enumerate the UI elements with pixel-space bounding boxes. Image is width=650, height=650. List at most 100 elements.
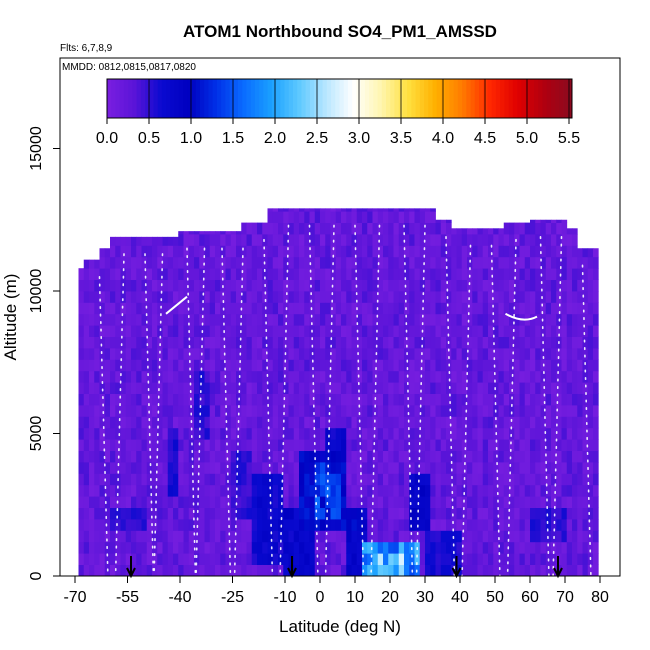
heat-cell bbox=[498, 507, 505, 520]
heat-cell bbox=[503, 336, 510, 349]
heat-cell bbox=[524, 234, 531, 246]
heat-cell bbox=[293, 405, 300, 417]
heat-cell bbox=[246, 245, 253, 258]
heat-cell bbox=[430, 211, 436, 223]
heat-cell bbox=[383, 208, 389, 212]
heat-cell bbox=[104, 291, 111, 303]
heat-cell bbox=[236, 496, 242, 508]
heat-cell bbox=[157, 427, 163, 440]
heat-cell bbox=[545, 268, 552, 280]
heat-cell bbox=[572, 553, 578, 565]
heat-cell bbox=[404, 208, 410, 212]
heat-cell bbox=[188, 231, 195, 235]
heat-cell bbox=[535, 256, 541, 269]
heat-cell bbox=[209, 382, 216, 394]
heat-cell bbox=[572, 507, 578, 520]
heat-cell bbox=[388, 382, 394, 394]
heat-cell bbox=[377, 208, 384, 212]
heat-cell bbox=[320, 336, 326, 349]
heat-cell bbox=[467, 496, 473, 508]
heat-cell bbox=[362, 245, 368, 258]
heat-cell bbox=[246, 325, 253, 337]
heat-cell bbox=[566, 564, 573, 576]
heat-cell bbox=[435, 450, 442, 463]
heat-cell bbox=[556, 541, 562, 554]
heat-cell bbox=[587, 439, 594, 451]
heat-cell bbox=[472, 348, 478, 360]
heat-cell bbox=[388, 256, 394, 269]
heat-cell bbox=[330, 291, 337, 303]
colorbar-segment bbox=[373, 79, 378, 118]
heat-cell bbox=[173, 530, 179, 543]
heat-cell bbox=[267, 291, 274, 303]
heat-cell bbox=[467, 256, 473, 269]
heat-cell bbox=[577, 393, 583, 406]
heat-cell bbox=[430, 450, 436, 463]
heat-cell bbox=[110, 462, 116, 474]
heat-cell bbox=[157, 416, 163, 429]
heat-cell bbox=[115, 256, 121, 269]
heat-cell bbox=[509, 359, 515, 372]
heat-cell bbox=[477, 439, 484, 451]
heat-cell bbox=[178, 427, 184, 440]
heat-cell bbox=[251, 462, 258, 474]
heat-cell bbox=[435, 416, 442, 429]
heat-cell bbox=[425, 208, 431, 212]
heat-cell bbox=[199, 279, 205, 292]
heat-cell bbox=[283, 359, 289, 372]
heat-cell bbox=[230, 553, 237, 565]
heat-cell bbox=[167, 245, 174, 258]
heat-cell bbox=[372, 359, 379, 372]
heat-cell bbox=[524, 564, 531, 576]
heat-cell bbox=[461, 325, 468, 337]
heat-cell bbox=[530, 313, 536, 326]
heat-cell bbox=[398, 382, 405, 394]
heat-cell bbox=[493, 228, 499, 235]
heat-cell bbox=[440, 222, 447, 235]
heat-cell bbox=[314, 268, 321, 280]
heat-cell bbox=[304, 473, 310, 486]
heat-cell bbox=[593, 405, 599, 417]
heat-cell bbox=[430, 427, 436, 440]
heat-cell bbox=[209, 553, 216, 565]
heat-cell bbox=[251, 564, 258, 576]
heat-cell bbox=[120, 541, 127, 554]
heat-cell bbox=[131, 507, 137, 520]
heat-cell bbox=[204, 393, 211, 406]
heat-cell bbox=[199, 382, 205, 394]
heat-cell bbox=[398, 302, 405, 315]
heat-cell bbox=[566, 359, 573, 372]
heat-cell bbox=[477, 484, 484, 497]
heat-cell bbox=[425, 382, 431, 394]
heat-cell bbox=[330, 336, 337, 349]
heat-cell bbox=[514, 279, 520, 292]
heat-cell bbox=[183, 325, 190, 337]
heat-cell bbox=[582, 348, 589, 360]
heat-cell bbox=[246, 519, 253, 531]
heat-cell bbox=[346, 393, 352, 406]
heat-cell bbox=[509, 256, 515, 269]
heat-cell bbox=[131, 530, 137, 543]
heat-cell bbox=[225, 507, 232, 520]
heat-cell bbox=[167, 507, 174, 520]
heat-cell bbox=[377, 439, 384, 451]
heat-cell bbox=[236, 279, 242, 292]
heat-cell bbox=[325, 234, 331, 246]
heat-cell bbox=[110, 484, 116, 497]
heat-cell bbox=[446, 462, 452, 474]
heat-cell bbox=[514, 484, 520, 497]
heat-cell bbox=[110, 496, 116, 508]
heat-cell bbox=[430, 222, 436, 235]
heat-cell bbox=[335, 336, 342, 349]
heat-cell bbox=[530, 541, 536, 554]
heat-cell bbox=[482, 439, 489, 451]
heat-cell bbox=[204, 325, 211, 337]
heat-cell bbox=[167, 496, 174, 508]
heat-cell bbox=[115, 427, 121, 440]
heat-cell bbox=[262, 268, 268, 280]
heat-cell bbox=[204, 336, 211, 349]
heat-cell bbox=[446, 325, 452, 337]
heat-cell bbox=[456, 382, 463, 394]
heat-cell bbox=[430, 484, 436, 497]
heat-cell bbox=[351, 519, 358, 531]
